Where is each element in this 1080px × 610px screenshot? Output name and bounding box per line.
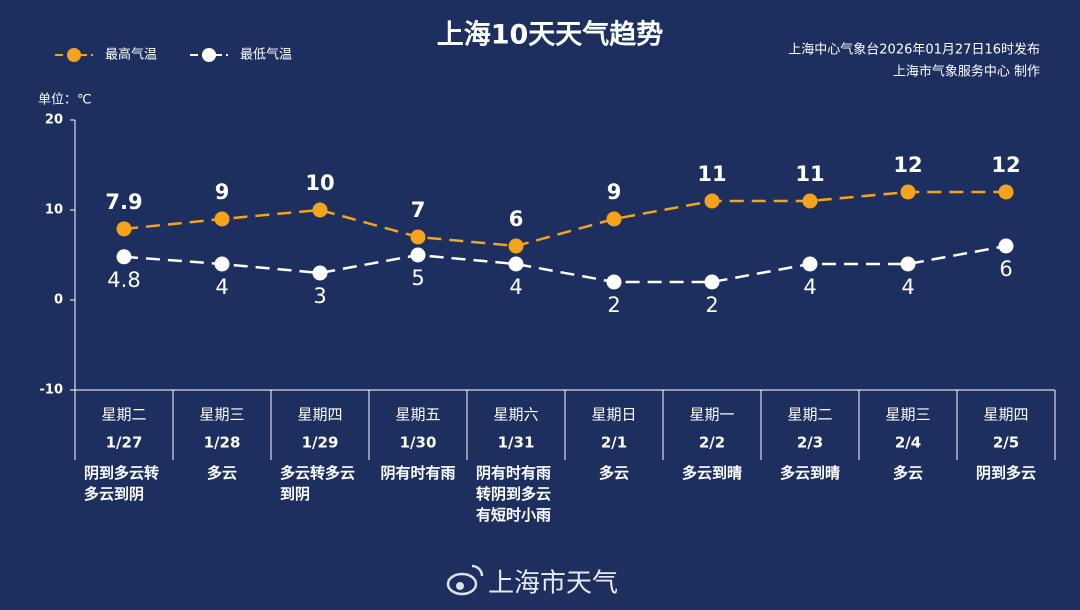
legend-marker: [202, 48, 216, 62]
weekday-label: 星期一: [689, 406, 734, 424]
weather-text: 多云到晴: [681, 464, 742, 482]
data-label: 10: [305, 171, 334, 195]
data-point: [606, 211, 622, 227]
data-label: 4: [215, 275, 228, 299]
data-label: 4: [803, 275, 816, 299]
data-point: [802, 256, 818, 272]
x-tick-label: 2/3: [797, 434, 823, 452]
data-label: 7.9: [105, 190, 142, 214]
data-label: 9: [607, 180, 622, 204]
weather-text: 阴有时有雨: [380, 464, 456, 482]
x-tick-label: 1/28: [204, 434, 241, 452]
weather-cell: 阴到多云转多云到阴: [75, 463, 173, 505]
data-point: [998, 238, 1014, 254]
x-tick-label: 2/1: [601, 434, 627, 452]
data-label: 12: [991, 153, 1020, 177]
weekday-label: 星期三: [199, 406, 244, 424]
data-point: [410, 247, 426, 263]
data-point: [802, 193, 818, 209]
weekday-label: 星期六: [493, 406, 538, 424]
data-point: [214, 211, 230, 227]
weather-cell: 多云到晴: [663, 463, 761, 484]
data-point: [116, 249, 132, 265]
data-label: 4.8: [107, 268, 140, 292]
legend-label: 最低气温: [240, 47, 292, 63]
data-label: 4: [509, 275, 522, 299]
data-label: 11: [697, 162, 726, 186]
x-tick-label: 1/31: [498, 434, 535, 452]
weather-text: 多云: [892, 464, 923, 482]
series-line: [123, 190, 1006, 248]
watermark-icon: [446, 564, 484, 596]
weekday-label: 星期三: [885, 406, 930, 424]
legend-label: 最高气温: [105, 47, 157, 63]
weather-cell: 多云: [859, 463, 957, 484]
x-tick-label: 2/2: [699, 434, 725, 452]
weather-cell: 多云: [173, 463, 271, 484]
weekday-label: 星期日: [591, 406, 636, 424]
series-line: [123, 244, 1007, 284]
x-tick-label: 1/29: [302, 434, 339, 452]
data-point: [998, 184, 1014, 200]
legend-marker: [67, 48, 81, 62]
data-label: 6: [999, 257, 1012, 281]
data-point: [116, 221, 132, 237]
data-point: [606, 274, 622, 290]
weekday-label: 星期四: [983, 406, 1028, 424]
y-tick-label: 0: [54, 293, 63, 308]
weather-cell: 阴有时有雨: [369, 463, 467, 484]
data-label: 2: [705, 293, 718, 317]
weather-text: 多云到晴: [779, 464, 840, 482]
data-point: [900, 184, 916, 200]
weather-text: 阴有时有雨转阴到多云有短时小雨: [476, 464, 552, 524]
data-label: 5: [411, 266, 424, 290]
weather-text: 多云: [206, 464, 237, 482]
weather-cell: 阴有时有雨转阴到多云有短时小雨: [467, 463, 565, 526]
x-tick-label: 1/27: [106, 434, 143, 452]
data-point: [508, 238, 524, 254]
weather-cell: 多云到晴: [761, 463, 859, 484]
data-point: [312, 265, 328, 281]
data-label: 7: [411, 198, 426, 222]
weather-cell: 阴到多云: [957, 463, 1055, 484]
weather-text: 多云转多云到阴: [280, 464, 356, 503]
weekday-label: 星期二: [787, 406, 832, 424]
watermark: 上海市天气: [488, 569, 618, 599]
source: 上海中心气象台2026年01月27日16时发布: [788, 42, 1040, 58]
data-point: [214, 256, 230, 272]
data-label: 2: [607, 293, 620, 317]
chart-title: 上海10天天气趋势: [437, 20, 664, 51]
data-point: [410, 229, 426, 245]
data-point: [704, 193, 720, 209]
weather-cell: 多云转多云到阴: [271, 463, 369, 505]
data-label: 3: [313, 284, 326, 308]
weekday-label: 星期五: [395, 406, 440, 424]
weather-text: 多云: [598, 464, 629, 482]
data-label: 11: [795, 162, 824, 186]
x-tick-label: 1/30: [400, 434, 437, 452]
y-axis-label: 单位：℃: [38, 93, 92, 108]
data-point: [508, 256, 524, 272]
x-tick-label: 2/4: [895, 434, 921, 452]
data-label: 12: [893, 153, 922, 177]
weekday-label: 星期二: [101, 406, 146, 424]
y-tick-label: 10: [45, 203, 63, 218]
data-point: [704, 274, 720, 290]
weather-text: 阴到多云转多云到阴: [84, 464, 160, 503]
y-tick-label: 20: [45, 113, 63, 128]
data-point: [900, 256, 916, 272]
data-label: 6: [509, 207, 524, 231]
weekday-label: 星期四: [297, 406, 342, 424]
x-tick-label: 2/5: [993, 434, 1019, 452]
data-label: 4: [901, 275, 914, 299]
weather-text: 阴到多云: [975, 464, 1036, 482]
data-point: [312, 202, 328, 218]
y-tick-label: -10: [40, 383, 64, 398]
data-label: 9: [215, 180, 230, 204]
weather-cell: 多云: [565, 463, 663, 484]
producer: 上海市气象服务中心 制作: [893, 64, 1040, 80]
